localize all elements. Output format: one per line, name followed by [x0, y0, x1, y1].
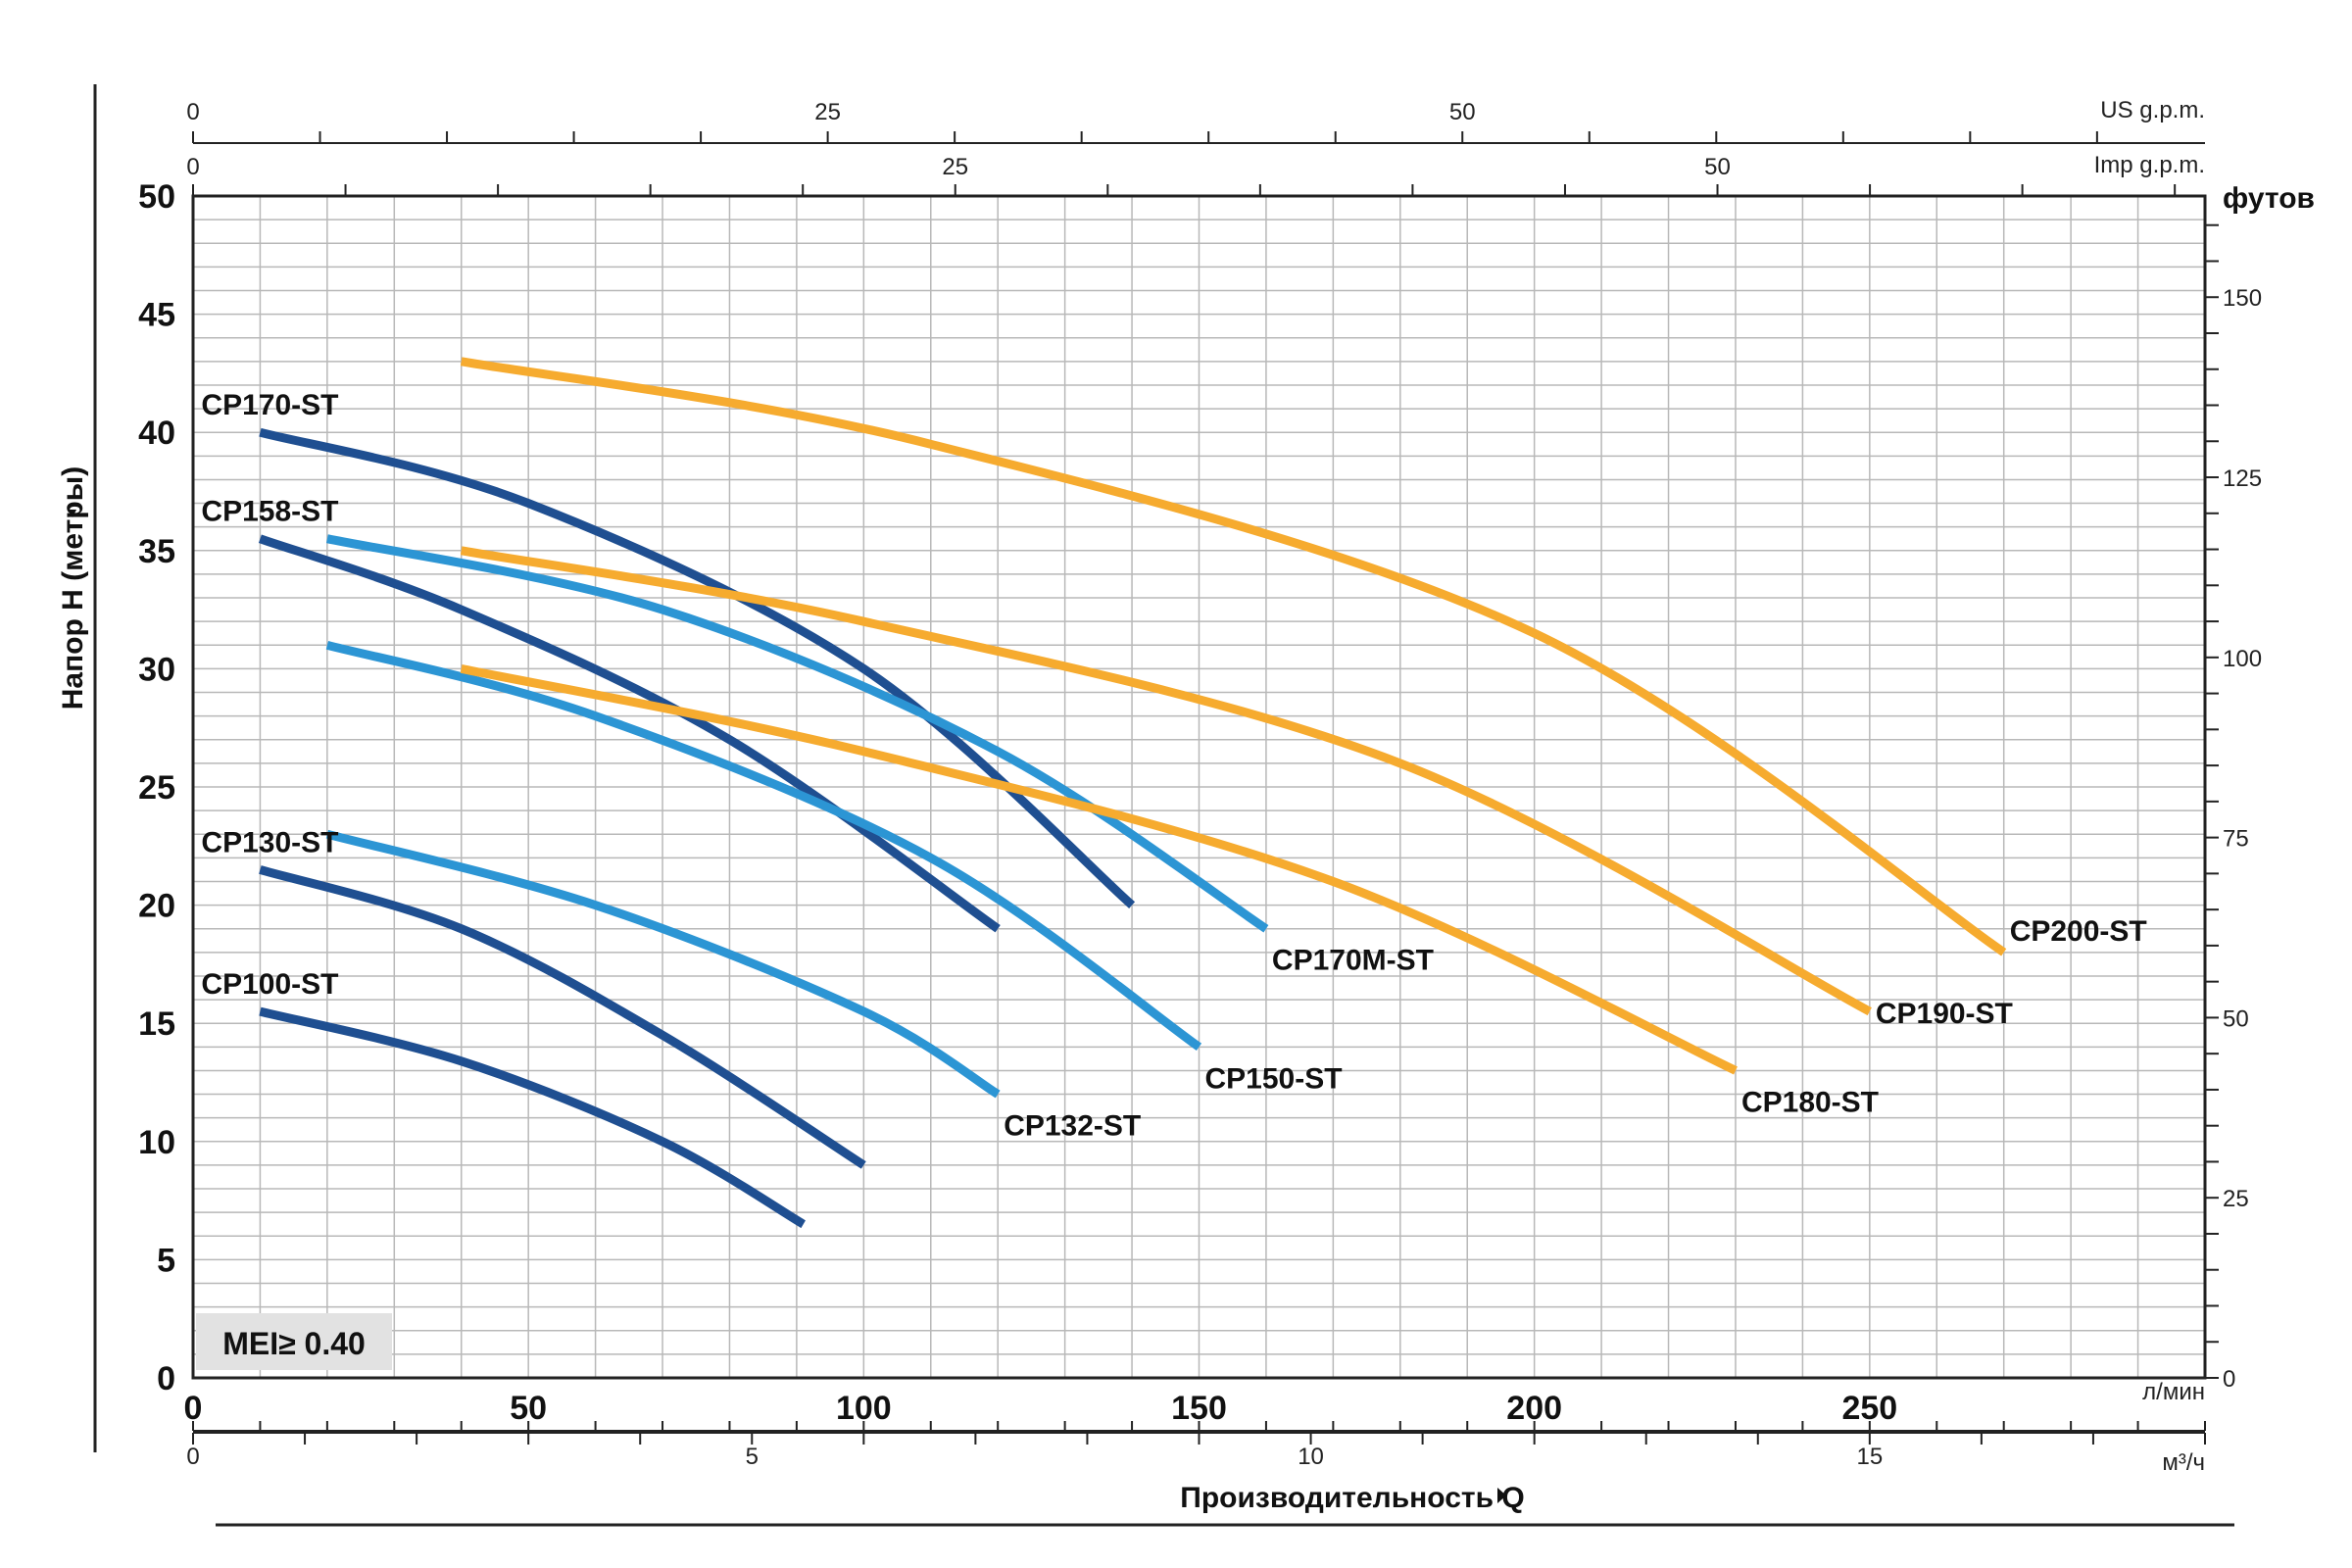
y-tick-label: 45	[138, 297, 175, 334]
flow-m3h-axis: 0 5 10 15	[186, 1432, 2206, 1470]
feet-unit-label: футов	[2223, 182, 2315, 215]
x-tick-label: 100	[836, 1390, 892, 1427]
series-line-cp100-st	[259, 1006, 806, 1229]
series-label-cp150-st: CP150-ST	[1205, 1062, 1343, 1095]
y-tick-label: 40	[138, 415, 175, 452]
mei-badge: MEI≥ 0.40	[196, 1313, 392, 1370]
y-tick-label: 0	[157, 1360, 175, 1397]
series-label-cp100-st: CP100-ST	[201, 968, 338, 1001]
grid	[193, 196, 2205, 1378]
lmin-unit-label: л/мин	[2142, 1379, 2205, 1405]
mei-badge-bg	[196, 1313, 392, 1370]
feet-tick-label: 0	[2223, 1366, 2235, 1393]
head-meters-axis: 0 5 10 15 20 25 30 35 40 45 50	[138, 178, 175, 1397]
series-line-cp170-st	[259, 427, 1136, 908]
head-feet-axis: 0 25 50 75 100 125 150	[2205, 223, 2262, 1393]
us-gpm-axis-tick-label: 0	[186, 99, 199, 125]
series-label-cp170-st: CP170-ST	[201, 389, 338, 421]
series-label-cp190-st: CP190-ST	[1876, 998, 2013, 1030]
y-tick-label: 25	[138, 769, 175, 807]
series-label-cp130-st: CP130-ST	[201, 826, 338, 858]
feet-tick-label: 125	[2223, 466, 2262, 492]
x-axis-title: Производительность Q	[1180, 1482, 1524, 1514]
series-label-cp132-st: CP132-ST	[1004, 1110, 1141, 1143]
pump-curves	[258, 357, 2007, 1229]
m3h-axis-tick-label: 5	[746, 1444, 759, 1470]
feet-tick-label: 75	[2223, 826, 2249, 853]
series-line-cp190-st	[460, 546, 1872, 1016]
y-tick-label: 20	[138, 888, 175, 925]
feet-tick-label: 100	[2223, 646, 2262, 672]
series-line-cp170m-st	[325, 534, 1269, 933]
y-axis-arrow-icon	[69, 510, 76, 517]
imp-gpm-axis-tick-label: 50	[1704, 154, 1731, 180]
series-label-cp180-st: CP180-ST	[1741, 1086, 1879, 1118]
x-tick-label: 250	[1841, 1390, 1897, 1427]
chart-frame	[93, 84, 2234, 1527]
m3h-unit-label: м³/ч	[2162, 1449, 2205, 1476]
y-tick-label: 30	[138, 651, 175, 688]
us-gpm-axis-tick-label: 50	[1449, 99, 1476, 125]
series-line-cp158-st	[258, 534, 1001, 933]
feet-tick-label: 25	[2223, 1186, 2249, 1212]
x-tick-label: 150	[1171, 1390, 1227, 1427]
y-tick-label: 35	[138, 533, 175, 570]
x-axis-arrow-icon	[1497, 1488, 1506, 1503]
series-line-cp150-st	[325, 640, 1202, 1051]
curve-labels: CP100-ST CP130-ST CP132-ST CP158-ST CP150-ST…	[201, 389, 2146, 1142]
series-line-cp180-st	[460, 663, 1738, 1075]
y-tick-label: 5	[157, 1242, 175, 1279]
feet-tick-label: 150	[2223, 285, 2262, 312]
y-tick-label: 50	[138, 178, 175, 216]
us-gpm-unit-label: US g.p.m.	[2100, 97, 2205, 123]
series-label-cp170m-st: CP170M-ST	[1272, 945, 1434, 977]
x-tick-label: 50	[510, 1390, 547, 1427]
flow-imp-gpm-axis: 0 25 50	[186, 154, 2205, 197]
series-line-cp130-st	[259, 865, 866, 1169]
imp-gpm-unit-label: Imp g.p.m.	[2094, 152, 2205, 178]
m3h-axis-tick-label: 15	[1856, 1444, 1883, 1470]
flow-us-gpm-axis: 0 25 50	[186, 99, 2205, 144]
y-tick-label: 10	[138, 1124, 175, 1161]
feet-tick-label: 50	[2223, 1005, 2249, 1032]
us-gpm-axis-tick-label: 25	[814, 99, 841, 125]
flow-lmin-axis: 0 50 100 150 200 250	[184, 1390, 2206, 1432]
series-label-cp200-st: CP200-ST	[2010, 915, 2147, 948]
x-tick-label: 0	[184, 1390, 203, 1427]
y-axis-title: Напор H (метры)	[57, 466, 89, 710]
series-line-cp200-st	[460, 357, 2007, 956]
imp-gpm-axis-tick-label: 0	[186, 154, 199, 180]
m3h-axis-tick-label: 10	[1298, 1444, 1324, 1470]
m3h-axis-tick-label: 0	[186, 1444, 199, 1470]
x-tick-label: 200	[1506, 1390, 1562, 1427]
imp-gpm-axis-tick-label: 25	[942, 154, 968, 180]
mei-badge-text: MEI≥ 0.40	[222, 1326, 366, 1361]
y-tick-label: 15	[138, 1005, 175, 1043]
series-label-cp158-st: CP158-ST	[201, 496, 338, 528]
series-line-cp132-st	[325, 829, 1001, 1099]
